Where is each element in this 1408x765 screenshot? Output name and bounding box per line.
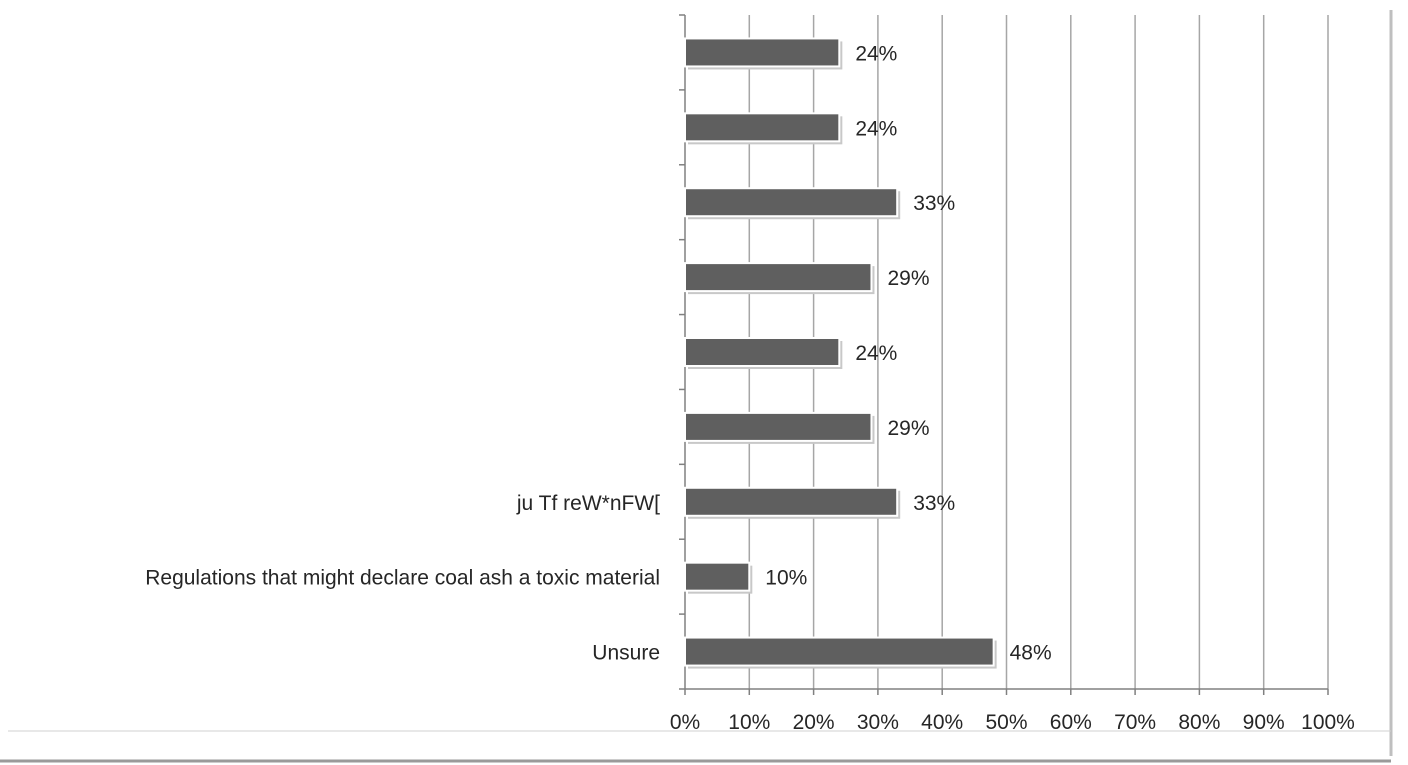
category-label: Regulations that might declare coal ash … [145, 567, 660, 590]
x-tick-label: 50% [985, 711, 1027, 734]
data-label: 33% [913, 492, 955, 515]
x-tick-label: 80% [1178, 711, 1220, 734]
bar [684, 112, 841, 143]
x-tick-label: 10% [728, 711, 770, 734]
data-label: 24% [855, 42, 897, 65]
x-tick-label: 30% [857, 711, 899, 734]
data-label: 10% [765, 567, 807, 590]
x-tick-label: 70% [1114, 711, 1156, 734]
x-tick-label: 0% [670, 711, 700, 734]
x-tick-labels: 0% 10% 20% 30% 40% 50% 60% 70% 80% 90% 100% [670, 711, 1355, 734]
bar [684, 636, 995, 667]
bar [684, 337, 841, 367]
data-label: 29% [887, 417, 929, 440]
x-tick-label: 40% [921, 711, 963, 734]
bar [684, 187, 899, 218]
x-tick-label: 90% [1243, 711, 1285, 734]
data-label: 48% [1010, 642, 1052, 665]
data-labels: 24% 24% 33% 29% 24% 29% 33% 10% 48% [765, 42, 1051, 664]
bar [684, 561, 751, 592]
category-label: ju Tf reW*nFW[ [516, 492, 660, 515]
data-label: 24% [855, 117, 897, 140]
bar [684, 262, 873, 293]
data-label: 33% [913, 192, 955, 215]
bar [684, 411, 873, 442]
data-label: 29% [887, 267, 929, 290]
x-tick-label: 20% [793, 711, 835, 734]
bar [684, 37, 841, 68]
category-labels: ju Tf reW*nFW[ Regulations that might dec… [145, 492, 660, 665]
frame-decoration [0, 10, 1393, 763]
x-tick-label: 100% [1301, 711, 1355, 734]
data-label: 24% [855, 342, 897, 365]
x-tick-label: 60% [1050, 711, 1092, 734]
category-label: Unsure [592, 642, 660, 665]
bar [684, 486, 899, 517]
bars [684, 37, 997, 669]
